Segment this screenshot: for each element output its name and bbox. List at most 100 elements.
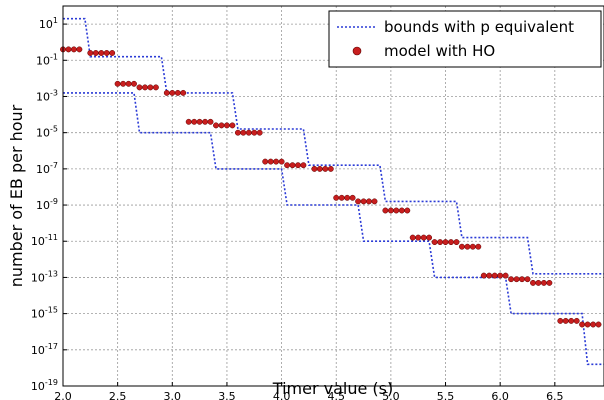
model-point (240, 129, 247, 136)
model-point (491, 272, 498, 279)
y-tick-label: 10-19 (31, 378, 58, 393)
model-point (174, 89, 181, 96)
model-point (519, 276, 525, 283)
legend-point-marker (352, 46, 362, 56)
model-point (202, 118, 209, 125)
y-axis-label: number of EB per hour (7, 104, 26, 287)
model-point (267, 158, 274, 165)
model-point (311, 165, 318, 172)
model-point (322, 165, 329, 172)
model-point (584, 321, 591, 328)
model-point (393, 207, 400, 214)
model-point (136, 84, 143, 91)
y-tick-label: 101 (39, 16, 58, 31)
model-point (207, 118, 214, 125)
model-point (229, 122, 236, 129)
model-point (371, 198, 378, 205)
model-point (213, 122, 219, 129)
model-point (65, 46, 72, 53)
model-point (409, 234, 416, 241)
model-series (60, 46, 602, 328)
model-point (98, 50, 105, 56)
model-point (502, 272, 509, 279)
legend-box (328, 10, 602, 68)
model-point (147, 84, 154, 91)
y-tick-label: 10-5 (36, 125, 58, 140)
model-point (442, 239, 449, 246)
model-point (152, 84, 159, 91)
model-point (382, 207, 389, 214)
model-point (196, 118, 203, 125)
model-point (185, 118, 192, 125)
legend-label-model: model with HO (384, 42, 495, 60)
bounds-line-1 (63, 17, 604, 275)
x-tick-label: 2.5 (109, 390, 127, 400)
legend-label-bounds: bounds with p equivalent (384, 18, 574, 36)
model-point (114, 80, 121, 87)
model-point (338, 194, 345, 201)
model-point (76, 46, 83, 53)
model-point (546, 279, 553, 286)
model-point (420, 234, 427, 241)
model-point (355, 198, 362, 205)
model-point (398, 207, 405, 214)
model-point (448, 239, 454, 246)
model-point (458, 243, 465, 250)
model-point (191, 118, 198, 125)
y-axis-ticks: 101 10-1 10-3 10-5 10-7 10-9 10-11 10-13 10-15 10… (31, 16, 67, 393)
y-tick-label: 10-13 (31, 269, 58, 284)
model-point (349, 194, 356, 201)
y-tick-label: 10-15 (31, 306, 58, 321)
model-point (387, 207, 394, 214)
model-point (595, 321, 602, 328)
x-tick-label: 3.5 (218, 390, 236, 400)
model-point (327, 165, 334, 172)
model-point (142, 84, 148, 91)
y-tick-label: 10-1 (36, 52, 58, 67)
model-point (524, 276, 531, 283)
model-point (437, 239, 444, 246)
plot-frame (62, 5, 604, 387)
x-axis-ticks: 2.0 2.5 3.0 3.5 4.0 4.5 5.0 5.5 6.0 6.5 (54, 382, 564, 400)
model-point (366, 198, 372, 205)
model-point (535, 279, 542, 286)
y-tick-label: 10-17 (31, 342, 58, 357)
model-point (344, 194, 351, 201)
model-point (475, 243, 482, 250)
model-point (103, 50, 110, 56)
y-tick-label: 10-7 (36, 161, 58, 176)
model-point (469, 243, 476, 250)
model-point (109, 50, 116, 56)
model-point (245, 129, 252, 136)
y-tick-label: 10-11 (31, 233, 58, 248)
model-point (540, 279, 547, 286)
bounds-line-2 (63, 92, 604, 366)
model-point (218, 122, 225, 129)
model-point (278, 158, 285, 165)
model-point (557, 317, 564, 324)
model-point (295, 162, 301, 169)
model-point (131, 80, 137, 87)
model-point (415, 234, 422, 241)
model-point (568, 317, 575, 324)
model-point (300, 162, 307, 169)
model-point (530, 279, 536, 286)
x-tick-label: 6.0 (491, 390, 509, 400)
model-point (180, 89, 187, 96)
model-point (262, 158, 269, 165)
model-point (508, 276, 515, 283)
plot-area (63, 6, 604, 386)
model-point (333, 194, 340, 201)
x-tick-label: 3.0 (164, 390, 182, 400)
x-tick-label: 5.0 (382, 390, 400, 400)
model-point (579, 321, 586, 328)
model-point (573, 317, 580, 324)
model-point (120, 80, 127, 87)
model-point (562, 317, 569, 324)
legend: bounds with p equivalent model with HO (328, 10, 602, 68)
bounds-series (63, 17, 604, 366)
model-point (316, 165, 323, 172)
x-tick-label: 5.5 (437, 390, 455, 400)
model-point (256, 129, 263, 136)
